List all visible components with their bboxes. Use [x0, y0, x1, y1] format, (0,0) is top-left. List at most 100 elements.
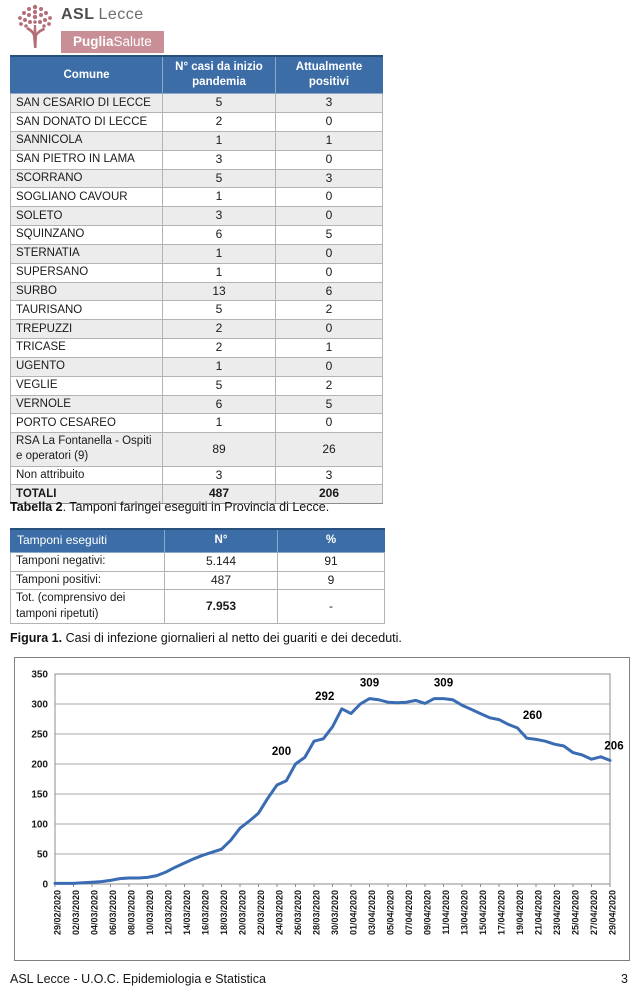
- svg-text:17/04/2020: 17/04/2020: [496, 890, 506, 935]
- positivi-cell: 2: [275, 375, 383, 396]
- table-row: SCORRANO 5 3: [10, 168, 383, 189]
- totals-row: TOTALI 487 206: [10, 484, 383, 505]
- casi-cell: 6: [162, 394, 276, 415]
- positivi-cell: 2: [275, 300, 383, 321]
- positivi-cell: 0: [275, 149, 383, 170]
- comuni-table-header-row: Comune N° casi da inizio pandemia Attual…: [10, 55, 383, 95]
- svg-text:29/02/2020: 29/02/2020: [52, 890, 62, 935]
- svg-text:26/03/2020: 26/03/2020: [293, 890, 303, 935]
- svg-text:150: 150: [31, 790, 48, 801]
- svg-text:10/03/2020: 10/03/2020: [145, 890, 155, 935]
- positivi-cell: 0: [275, 187, 383, 208]
- table-row: UGENTO 1 0: [10, 356, 383, 377]
- column-header-pct: %: [277, 527, 385, 553]
- positivi-cell: 26: [275, 432, 383, 467]
- table-row: Non attribuito 3 3: [10, 465, 383, 486]
- comune-cell: SQUINZANO: [10, 225, 163, 245]
- table-row: SOLETO 3 0: [10, 206, 383, 227]
- svg-text:350: 350: [31, 670, 48, 681]
- table-row: SAN CESARIO DI LECCE 5 3: [10, 93, 383, 114]
- comune-cell: SAN CESARIO DI LECCE: [10, 93, 163, 114]
- positivi-cell: 0: [275, 112, 383, 132]
- column-header-comune: Comune: [10, 55, 163, 95]
- comune-cell: RSA La Fontanella - Ospiti e operatori (…: [10, 432, 163, 467]
- casi-cell: 6: [162, 225, 276, 245]
- table-row: VEGLIE 5 2: [10, 375, 383, 396]
- table-row: TRICASE 2 1: [10, 338, 383, 358]
- figura1-caption: Figura 1. Casi di infezione giornalieri …: [10, 631, 402, 645]
- svg-text:200: 200: [31, 760, 48, 771]
- tamponi-table-header-row: Tamponi eseguiti N° %: [10, 527, 385, 553]
- table-row: VERNOLE 6 5: [10, 394, 383, 415]
- table-row: TAURISANO 5 2: [10, 300, 383, 321]
- totali-casi-cell: 487: [162, 484, 276, 505]
- svg-text:02/03/2020: 02/03/2020: [71, 890, 81, 935]
- comune-cell: SURBO: [10, 281, 163, 302]
- svg-text:30/03/2020: 30/03/2020: [330, 890, 340, 935]
- casi-cell: 3: [162, 149, 276, 170]
- positivi-cell: 0: [275, 319, 383, 340]
- casi-cell: 89: [162, 432, 276, 467]
- table-row: Tamponi positivi: 487 9: [10, 570, 385, 591]
- comune-cell: SUPERSANO: [10, 262, 163, 283]
- positivi-cell: 1: [275, 338, 383, 358]
- tamponi-pct-cell: 91: [277, 551, 385, 572]
- tamponi-label-cell: Tamponi negativi:: [10, 551, 165, 572]
- badge-rest: Salute: [113, 34, 152, 49]
- comune-cell: VERNOLE: [10, 394, 163, 415]
- tamponi-pct-cell: 9: [277, 570, 385, 591]
- comune-cell: Non attribuito: [10, 465, 163, 486]
- svg-text:01/04/2020: 01/04/2020: [348, 890, 358, 935]
- casi-cell: 1: [162, 356, 276, 377]
- tamponi-n-cell: 7.953: [164, 589, 278, 624]
- svg-text:23/04/2020: 23/04/2020: [552, 890, 562, 935]
- table-row: SOGLIANO CAVOUR 1 0: [10, 187, 383, 208]
- positivi-cell: 0: [275, 262, 383, 283]
- footer-text: ASL Lecce - U.O.C. Epidemiologia e Stati…: [10, 972, 266, 986]
- table-row: RSA La Fontanella - Ospiti e operatori (…: [10, 432, 383, 467]
- casi-cell: 1: [162, 187, 276, 208]
- badge-bold: Puglia: [73, 34, 114, 49]
- asl-tree-logo-icon: [14, 3, 56, 49]
- positivi-cell: 0: [275, 206, 383, 227]
- svg-text:28/03/2020: 28/03/2020: [311, 890, 321, 935]
- casi-cell: 2: [162, 112, 276, 132]
- pugliasalute-badge: PugliaSalute: [61, 31, 164, 53]
- table-row: TREPUZZI 2 0: [10, 319, 383, 340]
- comune-cell: SAN PIETRO IN LAMA: [10, 149, 163, 170]
- svg-text:200: 200: [272, 746, 291, 758]
- table-row: SANNICOLA 1 1: [10, 131, 383, 151]
- org-title: ASL Lecce: [61, 6, 144, 24]
- svg-text:0: 0: [42, 880, 48, 891]
- tamponi-pct-cell: -: [277, 589, 385, 624]
- tabella2-caption: Tabella 2. Tamponi faringei eseguiti in …: [10, 500, 329, 514]
- comune-cell: SOLETO: [10, 206, 163, 227]
- table-row: SQUINZANO 6 5: [10, 225, 383, 245]
- svg-text:50: 50: [37, 850, 49, 861]
- comune-cell: TAURISANO: [10, 300, 163, 321]
- tamponi-n-cell: 5.144: [164, 551, 278, 572]
- svg-text:309: 309: [434, 678, 453, 690]
- positivi-cell: 3: [275, 168, 383, 189]
- tabella2-caption-bold: Tabella 2: [10, 500, 63, 514]
- svg-text:15/04/2020: 15/04/2020: [478, 890, 488, 935]
- casi-cell: 5: [162, 375, 276, 396]
- figura1-caption-bold: Figura 1.: [10, 631, 63, 645]
- casi-cell: 3: [162, 206, 276, 227]
- column-header-n: N°: [164, 527, 278, 553]
- casi-cell: 5: [162, 300, 276, 321]
- svg-text:20/03/2020: 20/03/2020: [237, 890, 247, 935]
- comune-cell: UGENTO: [10, 356, 163, 377]
- casi-cell: 2: [162, 319, 276, 340]
- header-brand: ASL Lecce PugliaSalute: [14, 2, 164, 53]
- comuni-table: Comune N° casi da inizio pandemia Attual…: [10, 55, 383, 505]
- casi-cell: 13: [162, 281, 276, 302]
- svg-text:21/04/2020: 21/04/2020: [533, 890, 543, 935]
- table-row: PORTO CESAREO 1 0: [10, 413, 383, 434]
- svg-text:07/04/2020: 07/04/2020: [404, 890, 414, 935]
- table-row: SURBO 13 6: [10, 281, 383, 302]
- svg-text:250: 250: [31, 730, 48, 741]
- svg-text:29/04/2020: 29/04/2020: [607, 890, 617, 935]
- svg-text:292: 292: [315, 691, 334, 703]
- svg-text:100: 100: [31, 820, 48, 831]
